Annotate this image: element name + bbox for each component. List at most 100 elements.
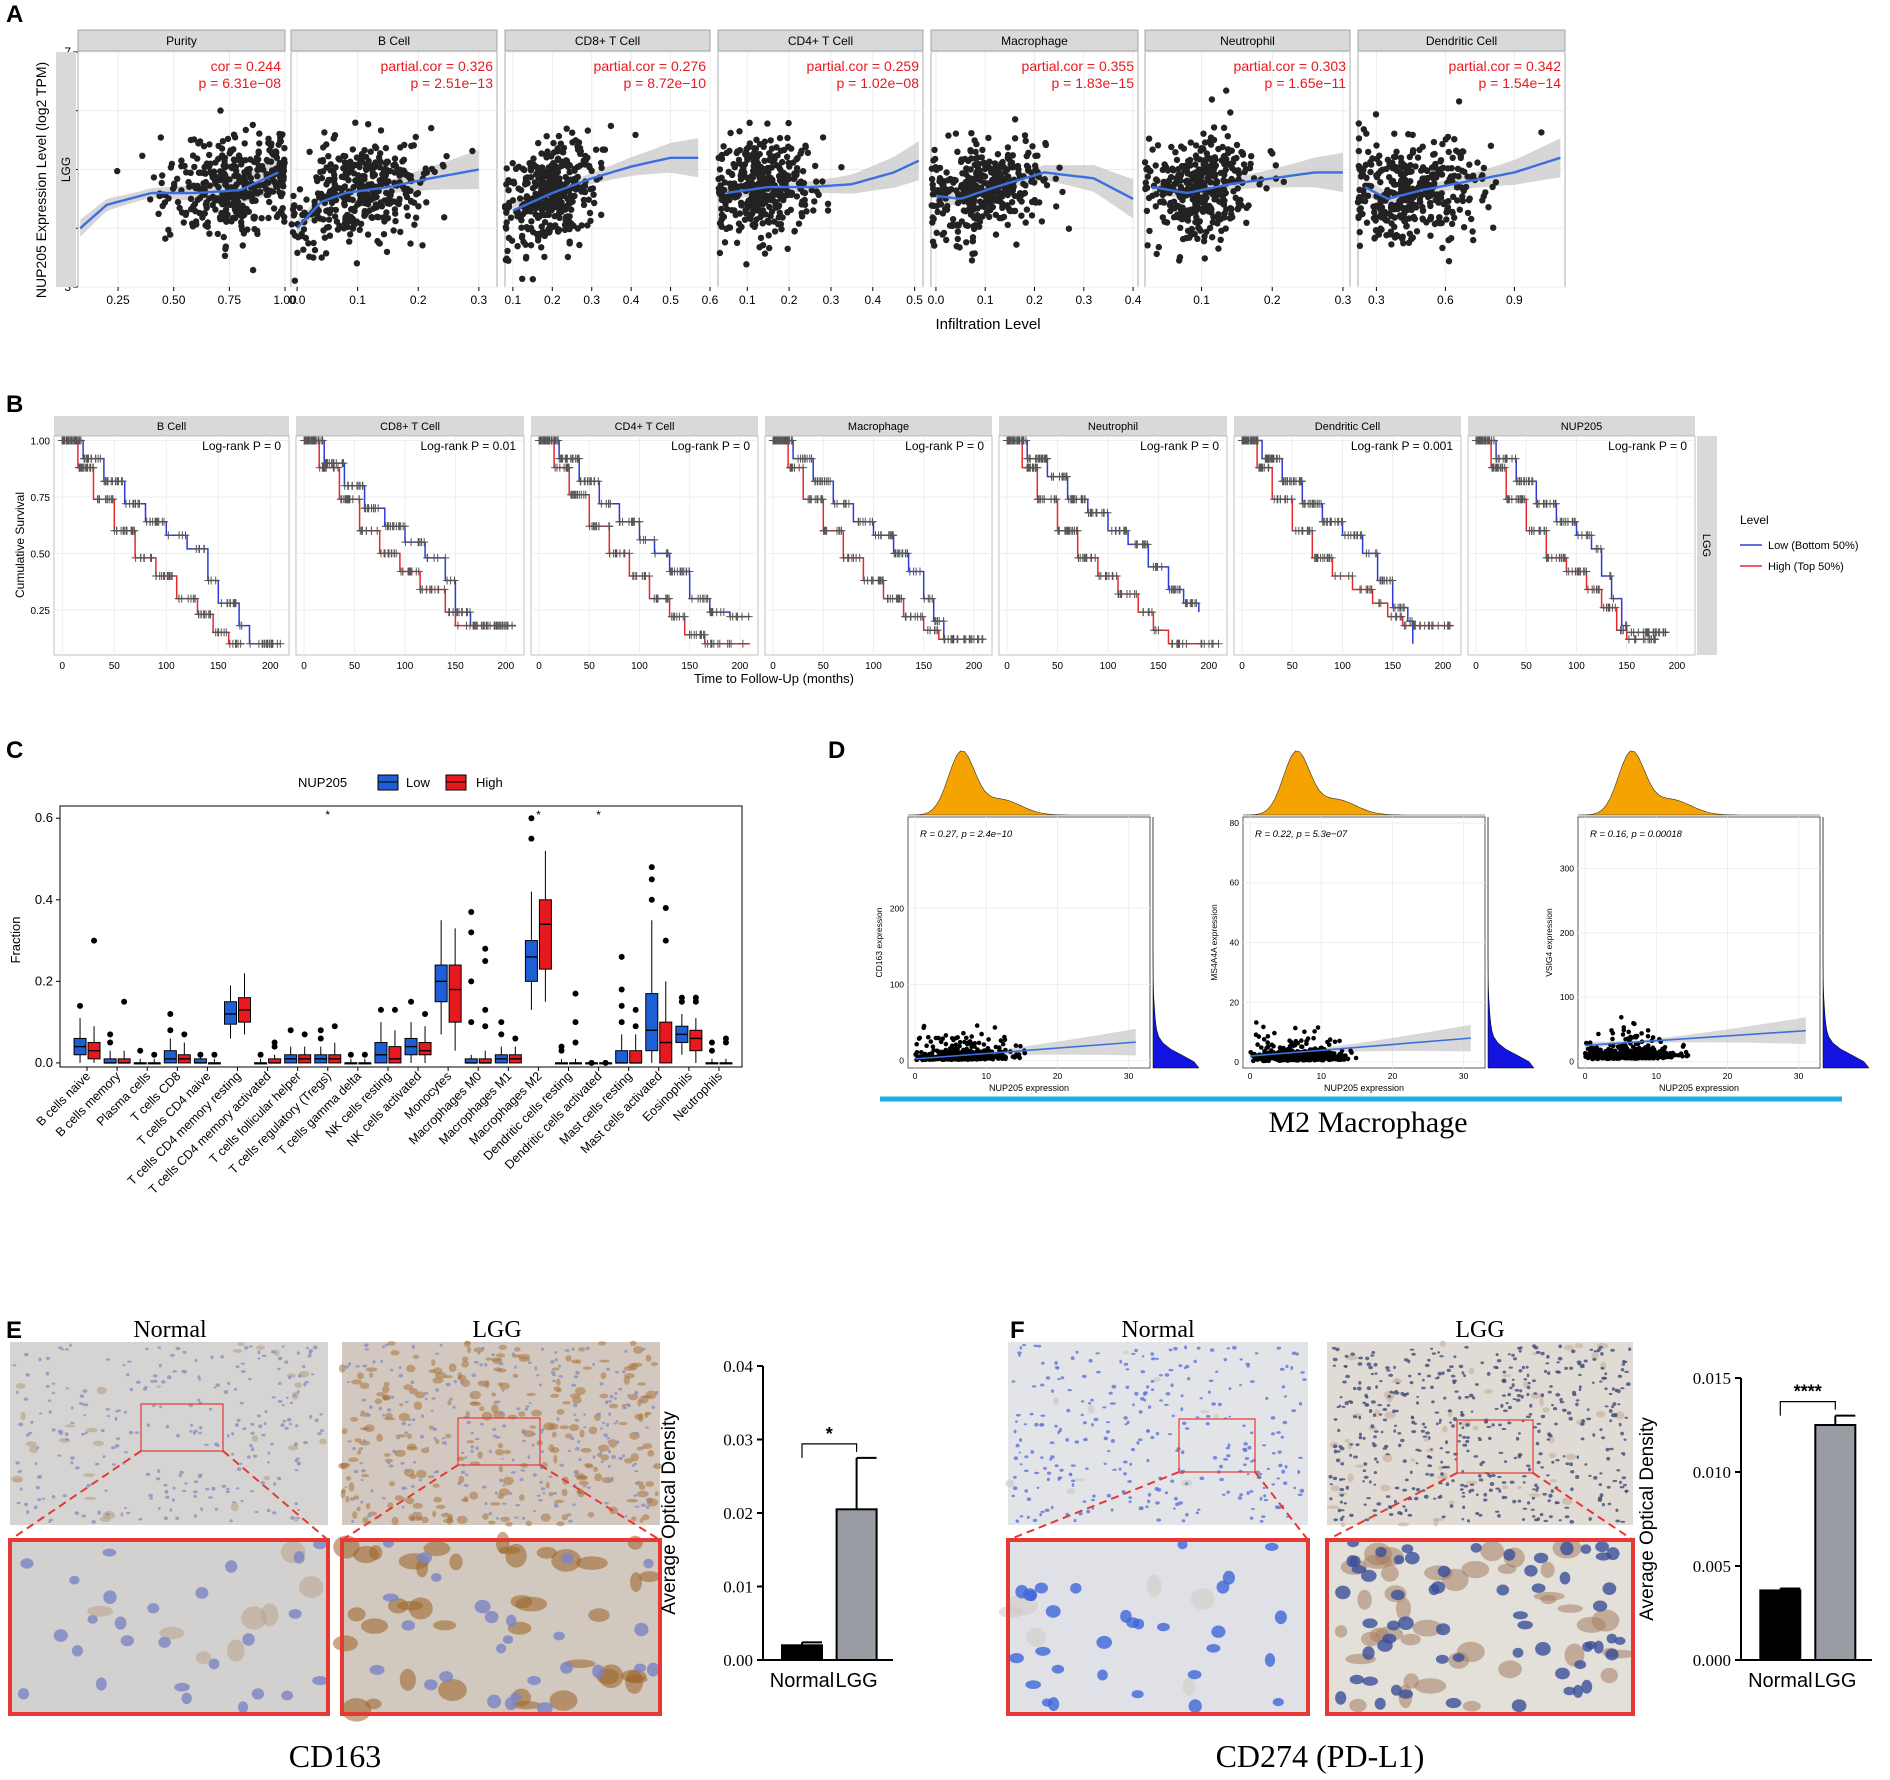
panel-b-censor-mark — [211, 576, 220, 585]
panel-a-point — [958, 218, 966, 225]
panel-a-point — [402, 190, 409, 198]
panel-a-point — [1411, 215, 1419, 223]
panel-a-point — [811, 198, 818, 205]
panel-a-point — [1420, 175, 1428, 182]
panel-a-xtick-label: 0.5 — [662, 293, 679, 307]
panel-a-point — [419, 242, 426, 249]
panel-a-point — [414, 189, 422, 197]
panel-a-point — [412, 214, 420, 221]
panel-a-point — [1018, 198, 1025, 205]
panel-a-point — [803, 208, 810, 215]
panel-a-point — [813, 188, 820, 195]
panel-a-p-text: p = 1.65e−11 — [1265, 75, 1347, 91]
panel-c-box-high — [629, 1050, 643, 1064]
panel-a-point — [598, 211, 605, 218]
panel-a-point — [428, 165, 436, 173]
panel-a-point — [1401, 215, 1408, 222]
panel-a-point — [320, 144, 327, 151]
panel-a-point — [1160, 199, 1168, 206]
panel-a-point — [1391, 130, 1398, 137]
panel-a-point — [341, 200, 348, 207]
panel-a-point — [264, 158, 272, 165]
panel-a-point — [804, 149, 812, 156]
panel-a-point — [1009, 187, 1017, 194]
panel-a-point — [367, 148, 374, 155]
panel-a-point — [349, 164, 356, 171]
panel-a-point — [325, 153, 332, 160]
panel-a-point — [563, 125, 570, 132]
panel-a-point — [327, 176, 334, 184]
panel-a-point — [1171, 181, 1178, 188]
panel-a-point — [265, 214, 272, 222]
panel-a-facet-title: Purity — [166, 34, 197, 48]
panel-a-point — [368, 214, 375, 221]
panel-a-point — [791, 170, 798, 177]
panel-a-point — [1153, 250, 1160, 258]
panel-b-censor-mark — [71, 436, 80, 445]
panel-a-point — [747, 215, 754, 223]
panel-a-facet-title: Neutrophil — [1220, 34, 1275, 48]
panel-a-point — [538, 223, 545, 230]
panel-a-point — [1438, 171, 1446, 178]
panel-a-point — [550, 160, 557, 167]
panel-d-xtick-label: 30 — [1124, 1071, 1134, 1081]
panel-a-point — [1406, 153, 1414, 161]
panel-a-xtick-label: 0.0 — [928, 293, 945, 307]
panel-a-point — [1142, 184, 1150, 191]
panel-a-point — [350, 170, 358, 177]
panel-a-point — [229, 214, 237, 222]
panel-a-point — [518, 217, 525, 224]
panel-a-point — [289, 229, 297, 236]
panel-a-point — [186, 183, 193, 190]
panel-a-point — [208, 171, 216, 178]
panel-a-point — [382, 177, 389, 184]
panel-a-smooth-line — [1151, 171, 1343, 195]
panel-a-point — [556, 175, 563, 182]
panel-c-outlier — [618, 986, 625, 993]
panel-a-point — [322, 250, 330, 257]
panel-a-point — [311, 217, 318, 224]
panel-a-point — [954, 199, 962, 207]
panel-c-outlier — [572, 1039, 579, 1046]
panel-b-censor-mark — [111, 477, 120, 486]
panel-a-point — [1183, 166, 1191, 174]
panel-a-point — [559, 181, 566, 188]
panel-b-xtick-label: 150 — [1150, 661, 1167, 672]
panel-a-point — [1416, 146, 1423, 154]
panel-a-point — [399, 158, 406, 165]
panel-a-point — [306, 148, 313, 155]
panel-a-point — [1238, 148, 1245, 156]
panel-a-point — [327, 161, 334, 168]
panel-a-point — [1391, 190, 1398, 197]
panel-a-point — [535, 139, 542, 147]
panel-c-outlier — [422, 1010, 429, 1017]
panel-a-point — [503, 165, 510, 172]
panel-a-point — [1198, 197, 1205, 204]
panel-a-point — [296, 186, 304, 193]
panel-c-outlier — [197, 1051, 204, 1058]
panel-a-point — [211, 175, 218, 183]
panel-a-point — [1218, 227, 1225, 234]
panel-a-point — [272, 165, 280, 172]
panel-a-point — [734, 148, 741, 155]
panel-a-point — [545, 164, 552, 171]
panel-a-point — [520, 210, 527, 218]
panel-c-outlier — [602, 1059, 609, 1066]
panel-a-point — [551, 168, 558, 176]
panel-a-p-text: p = 2.51e−13 — [410, 75, 493, 91]
panel-a-point — [723, 225, 730, 232]
panel-d-top-density — [907, 750, 1150, 816]
panel-a-point — [1378, 210, 1385, 217]
panel-a-point — [1208, 96, 1216, 103]
panel-a-facet-strip — [1144, 29, 1351, 52]
panel-a-point — [566, 168, 573, 176]
panel-a-xtick-label: 0.0 — [289, 293, 306, 307]
panel-a-point — [178, 163, 185, 170]
panel-b-censor-mark — [121, 499, 130, 508]
panel-a-point — [206, 151, 213, 159]
panel-c-outlier — [77, 1002, 84, 1009]
panel-b-xtick-label: 0 — [1239, 661, 1245, 672]
